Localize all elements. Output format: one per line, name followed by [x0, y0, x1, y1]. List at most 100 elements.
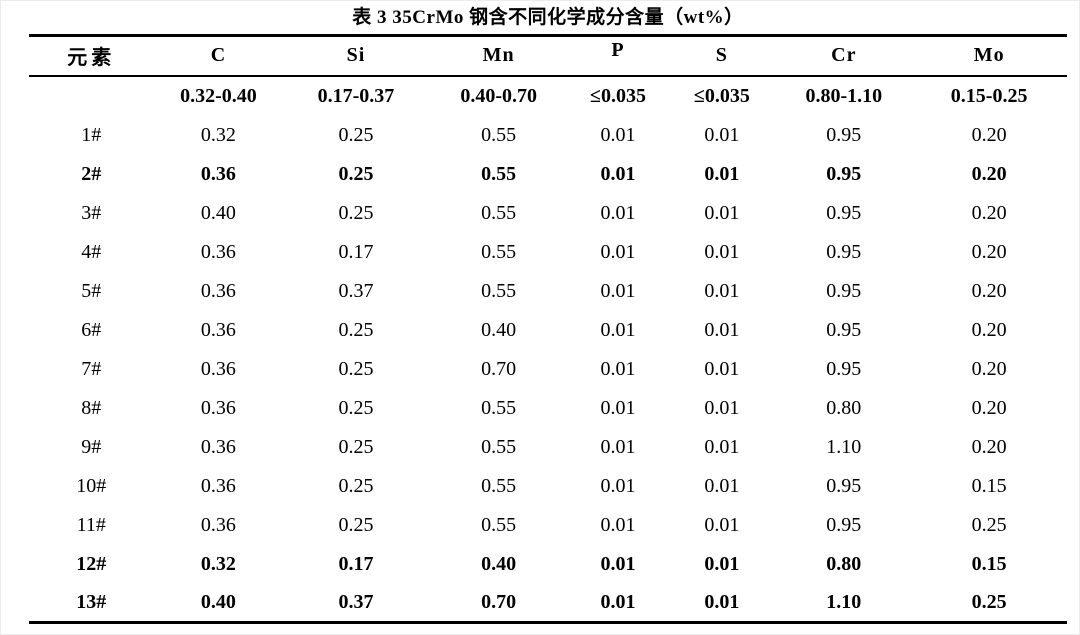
value-cell: 0.25 — [338, 435, 374, 458]
value-cell: 0.01 — [600, 552, 636, 575]
value-cell: 0.01 — [704, 123, 740, 146]
value-cell: 0.36 — [200, 318, 236, 341]
value-cell: 0.20 — [971, 240, 1007, 263]
value-cell: 0.01 — [600, 240, 636, 263]
range-cell-si: 0.17-0.37 — [317, 84, 395, 107]
value-cell: 0.40 — [200, 201, 236, 224]
value-cell: 0.15 — [971, 474, 1007, 497]
value-cell: 0.32 — [200, 552, 236, 575]
table-container: 表 3 35CrMo 钢含不同化学成分含量（wt%） 元素 C Si Mn P — [29, 5, 1067, 624]
value-cell: 0.55 — [481, 162, 517, 185]
composition-table: 元素 C Si Mn P S Cr Mo 0.32-0.40 0.17-0.37… — [29, 34, 1067, 624]
value-cell: 0.01 — [600, 318, 636, 341]
table-row: 6# 0.36 0.25 0.40 0.01 0.01 0.95 0.20 — [29, 311, 1067, 350]
column-header-s: S — [667, 35, 777, 77]
value-cell: 0.20 — [971, 396, 1007, 419]
value-cell: 0.36 — [200, 474, 236, 497]
value-cell: 0.25 — [338, 318, 374, 341]
value-cell: 0.37 — [338, 590, 374, 613]
row-label: 3# — [81, 201, 102, 224]
value-cell: 0.17 — [338, 240, 374, 263]
table-body: 1# 0.32 0.25 0.55 0.01 0.01 0.95 0.20 2# 0.36 0.25… — [29, 116, 1067, 623]
value-cell: 0.25 — [338, 123, 374, 146]
value-cell: 0.20 — [971, 357, 1007, 380]
value-cell: 0.25 — [971, 590, 1007, 613]
row-label: 11# — [76, 513, 106, 536]
value-cell: 0.25 — [338, 201, 374, 224]
column-header-p: P — [568, 35, 668, 77]
table-row: 11# 0.36 0.25 0.55 0.01 0.01 0.95 0.25 — [29, 506, 1067, 545]
row-label: 9# — [81, 435, 102, 458]
value-cell: 0.25 — [338, 396, 374, 419]
table-row: 12# 0.32 0.17 0.40 0.01 0.01 0.80 0.15 — [29, 545, 1067, 584]
value-cell: 0.55 — [481, 279, 517, 302]
value-cell: 0.36 — [200, 435, 236, 458]
value-cell: 0.36 — [200, 396, 236, 419]
value-cell: 0.70 — [481, 590, 517, 613]
value-cell: 0.01 — [704, 162, 740, 185]
value-cell: 1.10 — [826, 590, 862, 613]
value-cell: 0.20 — [971, 162, 1007, 185]
table-row: 10# 0.36 0.25 0.55 0.01 0.01 0.95 0.15 — [29, 467, 1067, 506]
value-cell: 0.70 — [481, 357, 517, 380]
value-cell: 0.01 — [600, 396, 636, 419]
value-cell: 0.95 — [826, 240, 862, 263]
value-cell: 0.36 — [200, 279, 236, 302]
value-cell: 0.95 — [826, 474, 862, 497]
row-label: 4# — [81, 240, 102, 263]
row-label: 2# — [81, 162, 102, 185]
range-row: 0.32-0.40 0.17-0.37 0.40-0.70 ≤0.035 ≤0.… — [29, 76, 1067, 116]
value-cell: 0.25 — [338, 162, 374, 185]
value-cell: 0.55 — [481, 513, 517, 536]
value-cell: 0.01 — [600, 513, 636, 536]
column-header-element: 元素 — [29, 35, 154, 77]
value-cell: 0.95 — [826, 279, 862, 302]
range-cell-mn: 0.40-0.70 — [460, 84, 537, 107]
value-cell: 0.36 — [200, 513, 236, 536]
value-cell: 0.95 — [826, 123, 862, 146]
value-cell: 0.55 — [481, 474, 517, 497]
value-cell: 0.01 — [600, 357, 636, 380]
value-cell: 0.20 — [971, 318, 1007, 341]
table-row: 3# 0.40 0.25 0.55 0.01 0.01 0.95 0.20 — [29, 194, 1067, 233]
value-cell: 0.01 — [704, 279, 740, 302]
value-cell: 1.10 — [826, 435, 862, 458]
row-label: 12# — [76, 552, 107, 575]
value-cell: 0.80 — [826, 552, 862, 575]
table-row: 13# 0.40 0.37 0.70 0.01 0.01 1.10 0.25 — [29, 584, 1067, 623]
value-cell: 0.01 — [600, 590, 636, 613]
value-cell: 0.55 — [481, 396, 517, 419]
value-cell: 0.20 — [971, 123, 1007, 146]
row-label: 1# — [81, 123, 102, 146]
value-cell: 0.40 — [200, 590, 236, 613]
column-header-c: C — [153, 35, 284, 77]
column-header-mn: Mn — [428, 35, 569, 77]
table-row: 1# 0.32 0.25 0.55 0.01 0.01 0.95 0.20 — [29, 116, 1067, 155]
table-row: 7# 0.36 0.25 0.70 0.01 0.01 0.95 0.20 — [29, 350, 1067, 389]
column-header-cr: Cr — [776, 35, 912, 77]
value-cell: 0.01 — [600, 123, 636, 146]
value-cell: 0.01 — [704, 435, 740, 458]
value-cell: 0.01 — [704, 552, 740, 575]
row-label: 8# — [81, 396, 102, 419]
value-cell: 0.01 — [600, 201, 636, 224]
range-cell-mo: 0.15-0.25 — [950, 84, 1028, 107]
value-cell: 0.01 — [704, 318, 740, 341]
range-cell-p: ≤0.035 — [590, 84, 647, 107]
range-cell-s: ≤0.035 — [693, 84, 750, 107]
value-cell: 0.01 — [600, 435, 636, 458]
value-cell: 0.95 — [826, 318, 862, 341]
value-cell: 0.95 — [826, 201, 862, 224]
value-cell: 0.17 — [338, 552, 374, 575]
value-cell: 0.55 — [481, 201, 517, 224]
header-row: 元素 C Si Mn P S Cr Mo — [29, 35, 1067, 77]
table-row: 5# 0.36 0.37 0.55 0.01 0.01 0.95 0.20 — [29, 272, 1067, 311]
value-cell: 0.55 — [481, 435, 517, 458]
value-cell: 0.01 — [600, 279, 636, 302]
value-cell: 0.55 — [481, 123, 517, 146]
value-cell: 0.40 — [481, 318, 517, 341]
value-cell: 0.01 — [704, 240, 740, 263]
value-cell: 0.01 — [704, 513, 740, 536]
value-cell: 0.37 — [338, 279, 374, 302]
table-row: 4# 0.36 0.17 0.55 0.01 0.01 0.95 0.20 — [29, 233, 1067, 272]
